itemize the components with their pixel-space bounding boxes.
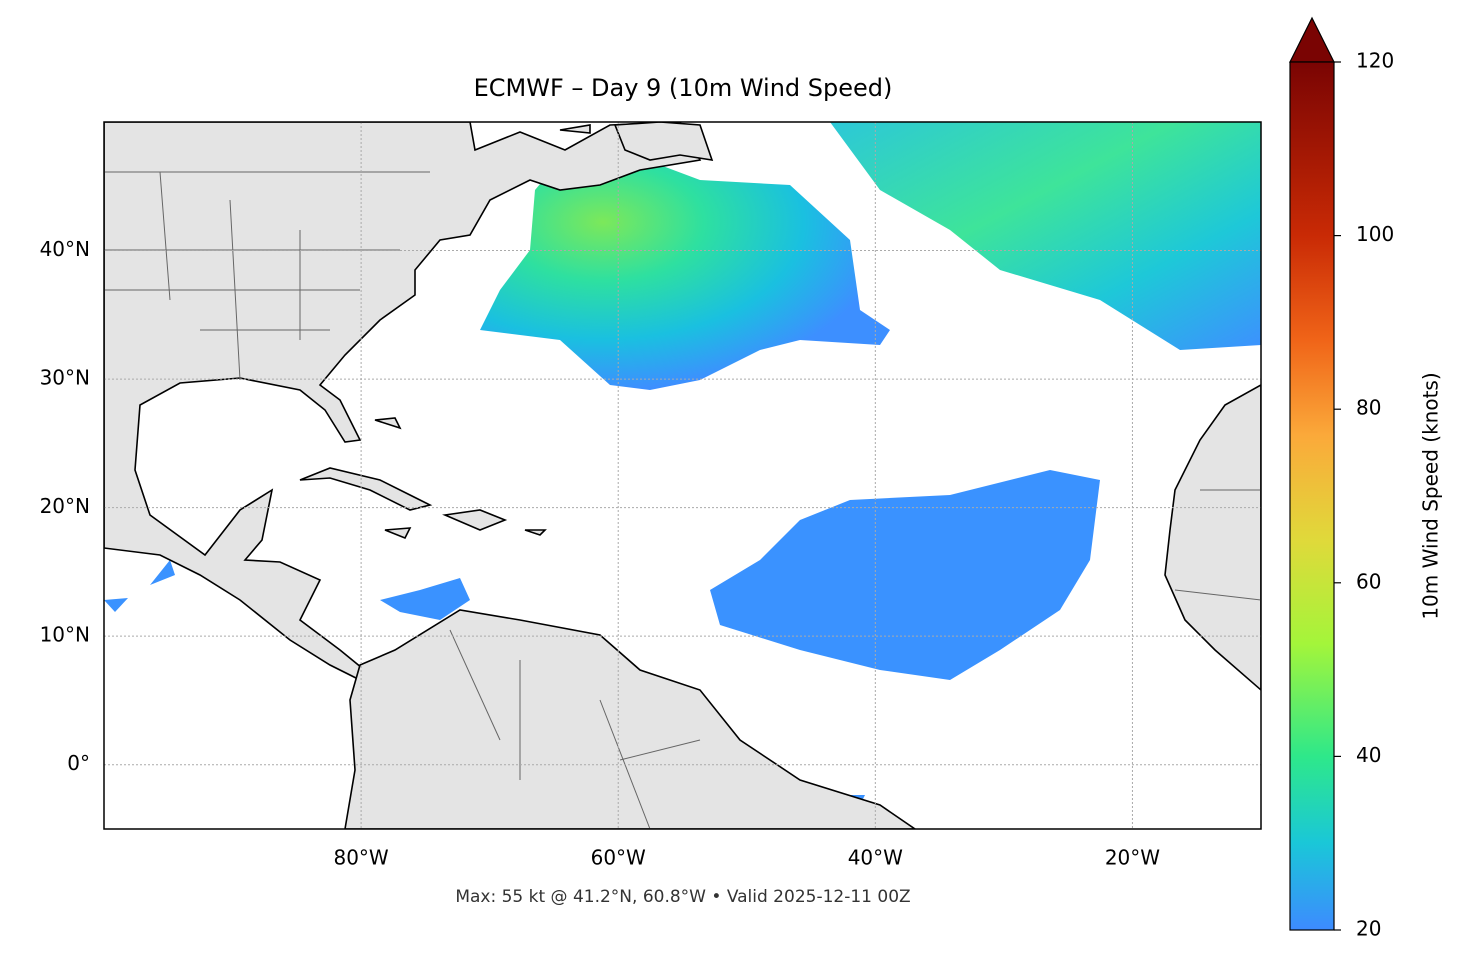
- x-tick-label: 80°W: [333, 846, 388, 870]
- colorbar-label: 10m Wind Speed (knots): [1419, 372, 1443, 619]
- footer: Max: 55 kt @ 41.2°N, 60.8°W • Valid 2025…: [455, 887, 910, 907]
- colorbar: [1289, 16, 1341, 931]
- colorbar-tick-label: 60: [1356, 569, 1381, 593]
- wind-field: [104, 122, 1261, 805]
- land: [104, 122, 1261, 829]
- y-tick-label: 20°N: [40, 494, 90, 518]
- colorbar-tick-label: 80: [1356, 396, 1381, 420]
- chart-title: ECMWF – Day 9 (10m Wind Speed): [474, 74, 893, 102]
- y-tick-label: 30°N: [40, 366, 90, 390]
- map-frame: [103, 121, 1262, 830]
- y-tick-label: 40°N: [40, 237, 90, 261]
- x-tick-label: 60°W: [591, 846, 646, 870]
- colorbar-tick-label: 20: [1356, 917, 1381, 941]
- y-tick-label: 0°: [67, 751, 90, 775]
- map: [104, 122, 1261, 829]
- colorbar-tick-label: 40: [1356, 743, 1381, 767]
- grid: [104, 122, 1261, 829]
- y-tick-label: 10°N: [40, 623, 90, 647]
- colorbar-tick-label: 100: [1356, 222, 1394, 246]
- x-tick-label: 20°W: [1105, 846, 1160, 870]
- x-tick-label: 40°W: [848, 846, 903, 870]
- colorbar-tick-label: 120: [1356, 49, 1394, 73]
